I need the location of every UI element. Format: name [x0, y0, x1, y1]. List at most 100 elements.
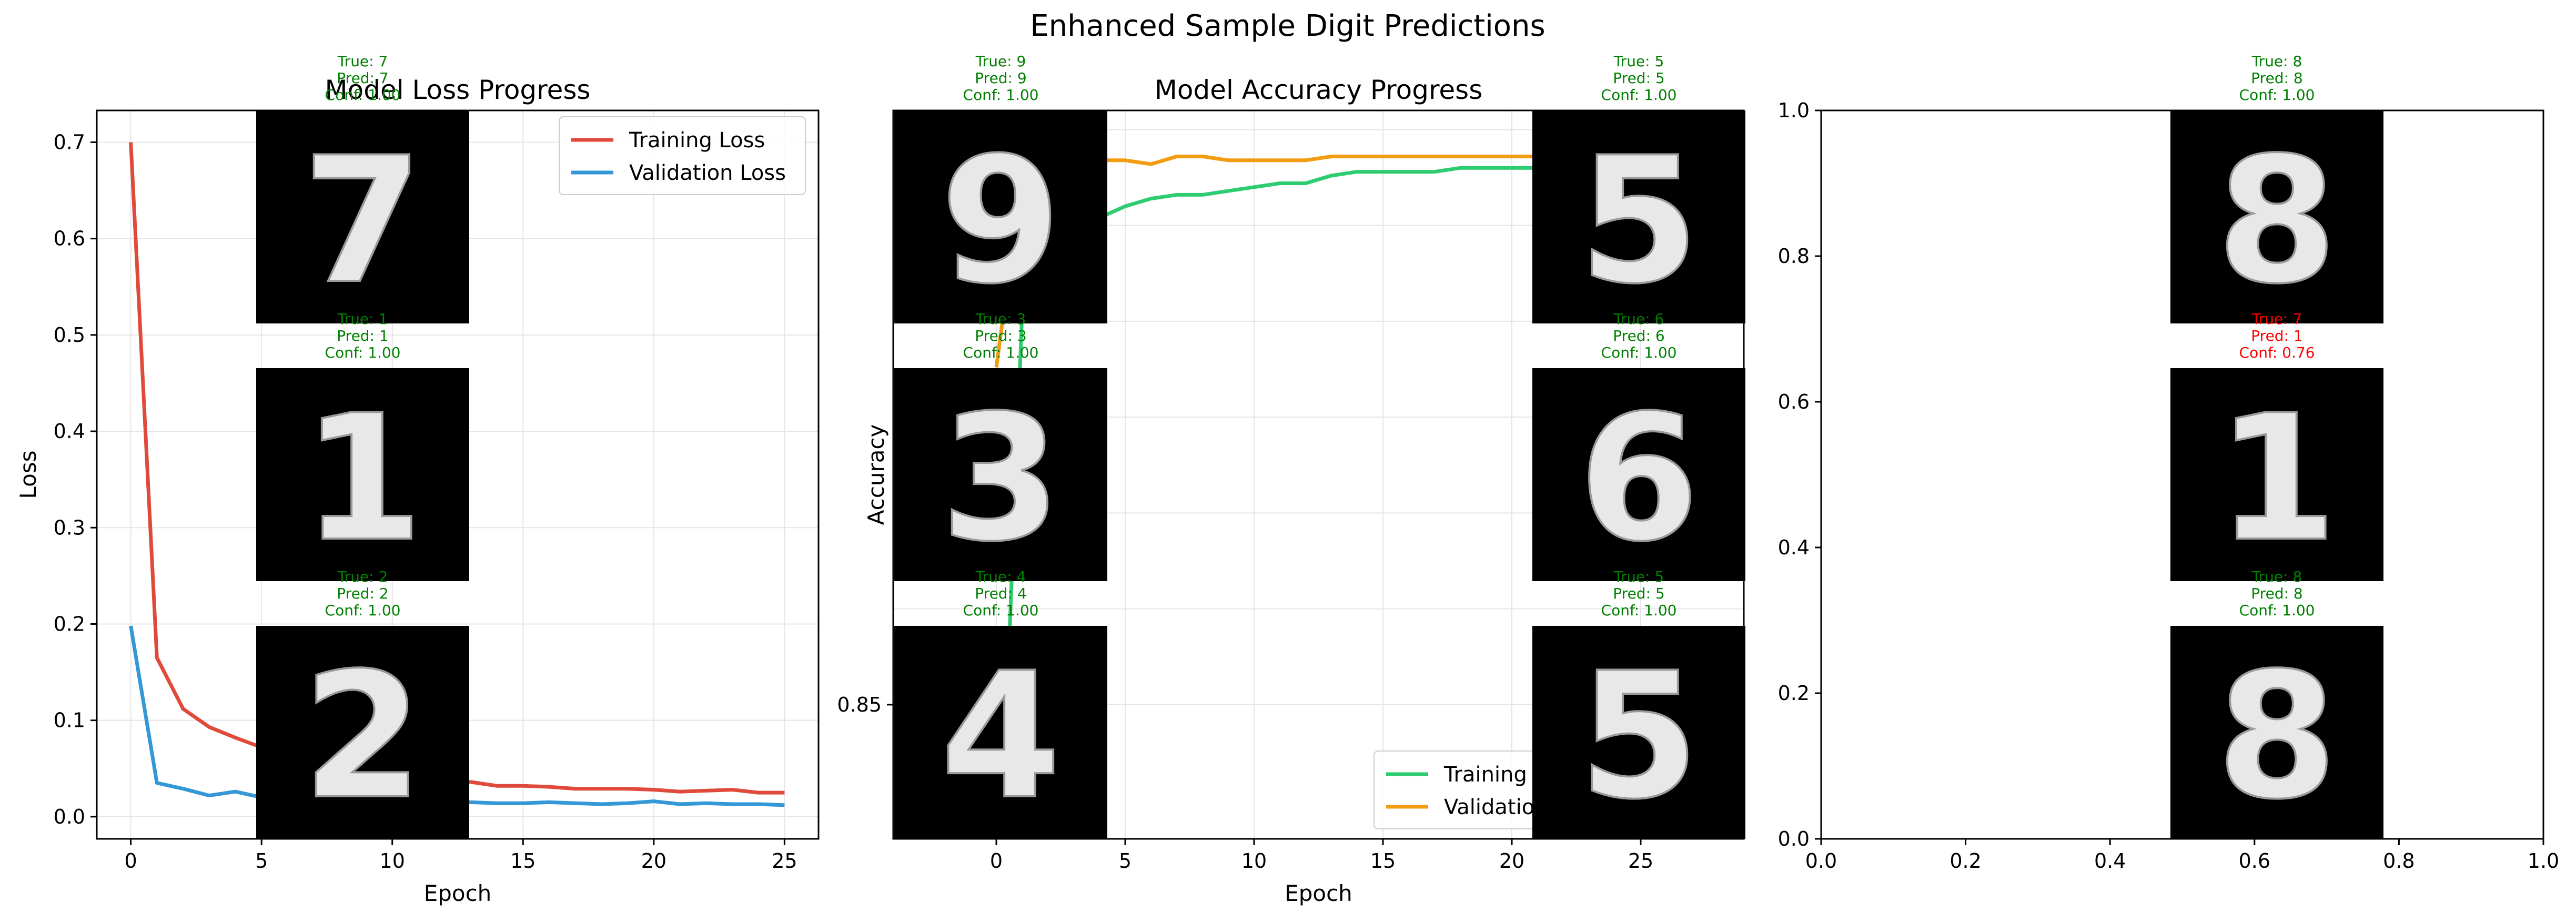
y-axis-label: Accuracy [863, 424, 889, 525]
prediction-caption-line: Conf: 1.00 [325, 602, 401, 619]
panel-title: Model Accuracy Progress [1155, 75, 1483, 105]
prediction-caption-line: Conf: 1.00 [963, 344, 1039, 361]
x-tick-label: 5 [1119, 849, 1132, 873]
prediction-caption-line: True: 8 [2251, 568, 2302, 585]
y-tick-label: 0.6 [54, 227, 85, 250]
x-tick-label: 20 [1499, 849, 1524, 873]
legend-label: Validation Loss [629, 161, 786, 185]
digit-image [1532, 368, 1745, 581]
x-tick-label: 5 [255, 849, 268, 873]
y-tick-label: 0.0 [1778, 827, 1810, 850]
digit-glyph: 8 [2217, 635, 2338, 837]
digit-image [256, 110, 469, 323]
digit-glyph: 2 [302, 635, 423, 837]
y-tick-label: 0.1 [54, 709, 85, 732]
x-tick-label: 10 [380, 849, 405, 873]
prediction-caption-line: Pred: 1 [337, 327, 388, 344]
prediction-caption-line: True: 5 [1613, 53, 1664, 70]
prediction-caption-line: Conf: 1.00 [1601, 86, 1677, 104]
legend: Training Loss Validation Loss [559, 116, 806, 195]
digit-image [1532, 110, 1745, 323]
x-tick-label: 0.4 [2094, 849, 2126, 873]
digit-image [256, 368, 469, 581]
x-tick-label: 0.0 [1805, 849, 1837, 873]
prediction-caption-line: Pred: 7 [337, 69, 388, 87]
prediction-caption-line: Pred: 2 [337, 585, 388, 602]
prediction-caption-line: Pred: 8 [2251, 585, 2302, 602]
digit-glyph: 4 [941, 635, 1062, 837]
y-tick-label: 0.4 [54, 420, 85, 443]
prediction-caption-line: True: 6 [1613, 310, 1664, 328]
prediction-caption-line: Pred: 5 [1613, 69, 1664, 87]
panel-title: Model Loss Progress [325, 75, 591, 105]
y-tick-label: 0.85 [837, 693, 882, 716]
y-tick-label: 0.5 [54, 323, 85, 347]
digit-image [2170, 110, 2383, 323]
digit-glyph: 3 [941, 378, 1062, 580]
digit-image [1532, 626, 1745, 839]
x-tick-label: 0 [990, 849, 1003, 873]
prediction-caption-line: Conf: 1.00 [325, 86, 401, 104]
legend-label: Training [1443, 763, 1527, 787]
digit-image [2170, 626, 2383, 839]
x-tick-label: 25 [772, 849, 797, 873]
y-tick-label: 0.6 [1778, 390, 1810, 413]
prediction-caption-line: True: 1 [337, 310, 388, 328]
legend-label: Validatio [1444, 795, 1534, 819]
prediction-caption-line: Conf: 1.00 [2239, 86, 2315, 104]
y-tick-label: 0.3 [54, 516, 85, 539]
y-tick-label: 0.7 [54, 130, 85, 154]
legend-label: Training Loss [629, 128, 765, 153]
x-tick-label: 15 [1370, 849, 1396, 873]
digit-image [894, 110, 1107, 323]
x-tick-label: 0.2 [1949, 849, 1981, 873]
digit-glyph: 8 [2217, 120, 2338, 322]
prediction-caption-line: Conf: 1.00 [2239, 602, 2315, 619]
prediction-caption-line: Pred: 9 [975, 69, 1026, 87]
x-tick-label: 15 [510, 849, 536, 873]
prediction-caption-line: Pred: 1 [2251, 327, 2302, 344]
prediction-caption-line: Conf: 1.00 [1601, 344, 1677, 361]
x-tick-label: 0.6 [2239, 849, 2270, 873]
prediction-caption-line: True: 4 [975, 568, 1026, 585]
x-tick-label: 10 [1241, 849, 1267, 873]
x-axis-label: Epoch [1285, 880, 1352, 906]
figure-title: Enhanced Sample Digit Predictions [1030, 9, 1545, 43]
x-tick-label: 25 [1628, 849, 1653, 873]
digit-image [894, 626, 1107, 839]
digit-glyph: 1 [302, 378, 423, 580]
prediction-caption-line: True: 2 [337, 568, 388, 585]
prediction-caption-line: True: 5 [1613, 568, 1664, 585]
prediction-caption-line: Pred: 5 [1613, 585, 1664, 602]
y-tick-label: 0.4 [1778, 536, 1810, 559]
y-tick-label: 1.0 [1778, 99, 1810, 122]
prediction-caption-line: Conf: 0.76 [2239, 344, 2315, 361]
prediction-caption-line: Conf: 1.00 [963, 86, 1039, 104]
prediction-caption-line: Conf: 1.00 [963, 602, 1039, 619]
prediction-caption-line: Pred: 6 [1613, 327, 1664, 344]
x-axis-label: Epoch [424, 880, 492, 906]
digit-image [256, 626, 469, 839]
digit-image [2170, 368, 2383, 581]
digit-glyph: 1 [2217, 378, 2338, 580]
y-tick-label: 0.8 [1778, 245, 1810, 268]
x-tick-label: 0 [125, 849, 137, 873]
y-tick-label: 0.0 [54, 805, 85, 828]
y-tick-label: 0.2 [54, 612, 85, 635]
prediction-caption-line: Conf: 1.00 [325, 344, 401, 361]
y-tick-label: 0.2 [1778, 682, 1810, 705]
prediction-caption-line: True: 7 [2251, 310, 2302, 328]
